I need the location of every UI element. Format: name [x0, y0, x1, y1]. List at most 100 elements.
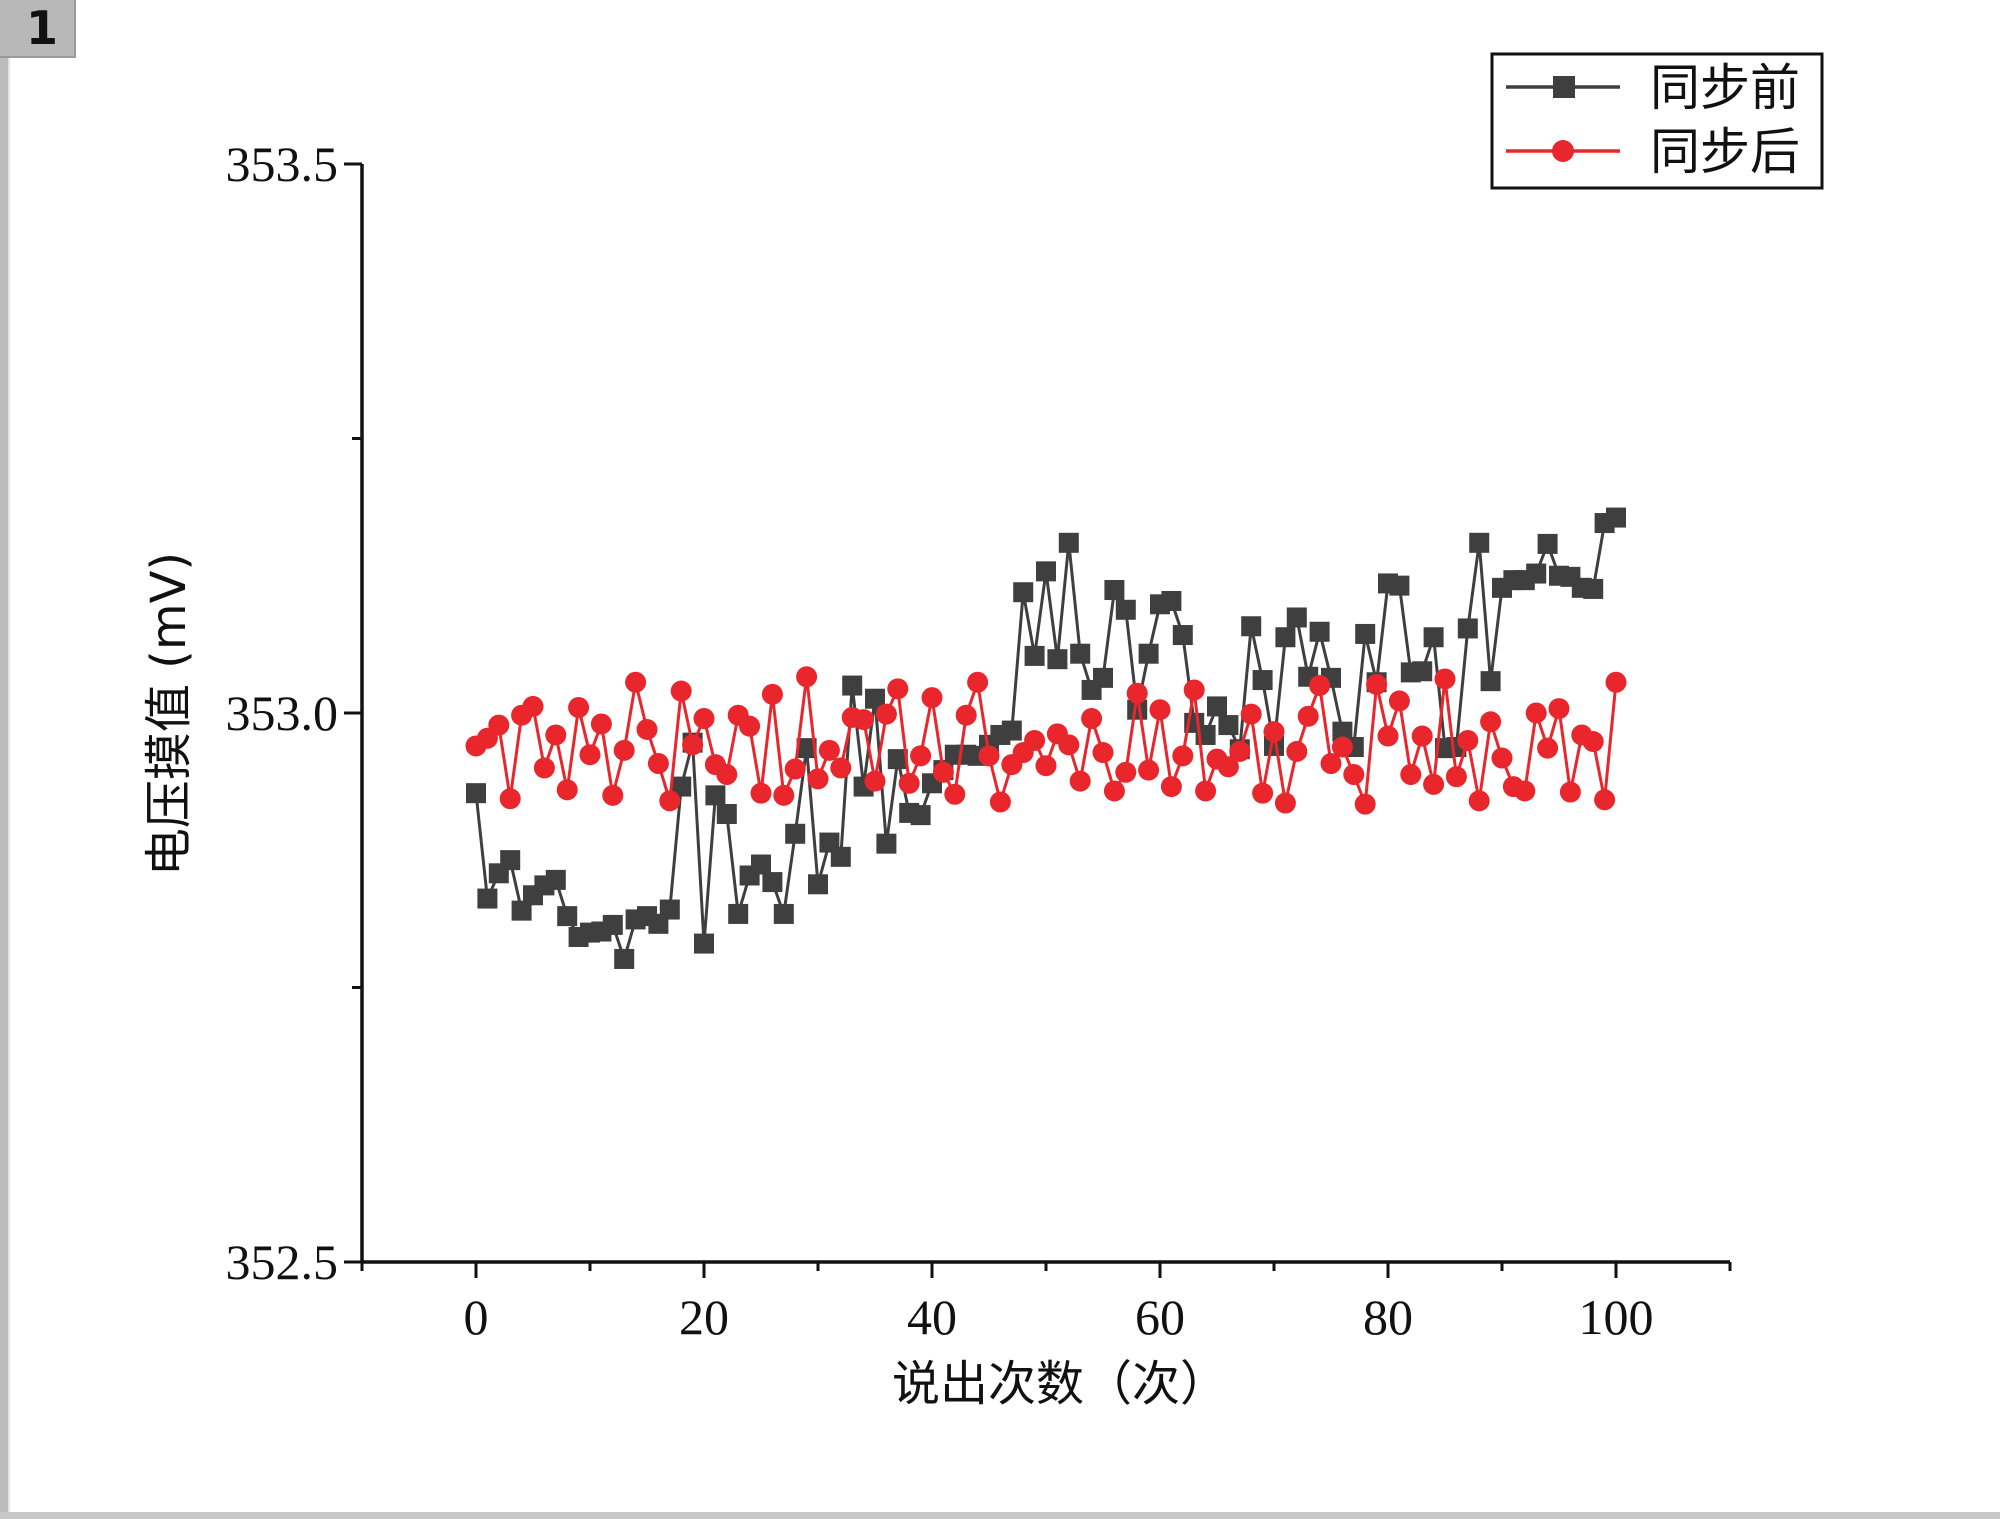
y-axis-title: 电压摸值 (mV) [141, 552, 197, 876]
data-point-square [785, 823, 806, 844]
data-point-circle [625, 671, 647, 693]
data-point-square [1138, 643, 1159, 664]
data-point-circle [978, 745, 1000, 767]
data-point-square [1161, 591, 1182, 612]
data-point-square [830, 846, 851, 867]
data-point-square [477, 888, 498, 909]
data-point-square [910, 805, 931, 826]
data-point-circle [1354, 793, 1376, 815]
data-point-square [1389, 575, 1410, 596]
data-point-square [796, 738, 817, 759]
data-point-square [1457, 618, 1478, 639]
data-point-circle [967, 671, 989, 693]
data-point-circle [807, 768, 829, 790]
data-point-square [1104, 580, 1125, 601]
data-point-circle [784, 758, 806, 780]
data-point-circle [568, 697, 590, 719]
data-point-circle [955, 704, 977, 726]
data-point-square [500, 850, 521, 871]
data-point-circle [522, 695, 544, 717]
data-point-square [865, 688, 885, 709]
data-point-circle [602, 784, 624, 806]
data-point-circle [499, 788, 521, 810]
data-point-square [1207, 696, 1227, 717]
legend-label-1: 同步前 [1650, 59, 1800, 117]
data-point-circle [1594, 789, 1616, 811]
data-point-square [1309, 621, 1330, 642]
data-point-circle [1423, 773, 1445, 795]
data-point-square [716, 804, 737, 825]
data-point-circle [556, 779, 578, 801]
data-point-circle [1445, 766, 1467, 788]
data-point-circle [1491, 747, 1513, 769]
data-point-circle [1331, 736, 1353, 758]
data-point-circle [1183, 679, 1205, 701]
data-point-circle [533, 757, 555, 779]
x-tick-label: 0 [464, 1289, 489, 1345]
data-point-circle [590, 713, 612, 735]
legend-label-2: 同步后 [1650, 123, 1800, 181]
y-tick-label: 353.0 [226, 685, 339, 741]
data-point-square [659, 899, 680, 920]
data-point-circle [818, 739, 840, 761]
data-point-circle [1411, 725, 1433, 747]
data-point-square [1537, 533, 1558, 554]
data-point-circle [659, 790, 681, 812]
data-point-circle [796, 666, 818, 688]
data-point-square [1013, 582, 1034, 603]
y-tick-label: 353.5 [226, 136, 339, 192]
data-point-square [1058, 532, 1079, 553]
data-point-circle [1320, 753, 1342, 775]
data-point-circle [1377, 725, 1399, 747]
data-point-circle [1582, 731, 1604, 753]
data-point-circle [864, 770, 886, 792]
series-2 [465, 666, 1627, 815]
data-point-square [1252, 670, 1273, 691]
data-point-circle [1069, 770, 1091, 792]
data-point-square [1024, 645, 1045, 666]
data-point-circle [1525, 702, 1547, 724]
data-point-circle [1366, 673, 1388, 695]
data-point-square [1286, 607, 1307, 628]
data-point-square [1423, 627, 1444, 648]
data-point-square [808, 874, 828, 895]
data-point-circle [1263, 721, 1285, 743]
data-point-circle [1388, 690, 1410, 712]
data-point-circle [944, 783, 966, 805]
data-point-circle [1195, 780, 1217, 802]
data-point-circle [1172, 745, 1194, 767]
data-point-square [1172, 625, 1193, 646]
data-point-circle [1126, 682, 1148, 704]
data-point-circle [1548, 698, 1570, 720]
x-tick-label: 80 [1363, 1289, 1413, 1345]
data-point-circle [1468, 790, 1490, 812]
data-point-circle [716, 763, 738, 785]
data-point-circle [682, 734, 704, 756]
data-point-circle [613, 739, 635, 761]
data-point-circle [910, 745, 932, 767]
page-number-badge[interactable]: 1 [0, 0, 76, 58]
data-point-square [1001, 720, 1022, 741]
legend-marker-circle [1552, 140, 1574, 162]
data-point-circle [761, 683, 783, 705]
data-point-circle [1138, 759, 1160, 781]
data-point-circle [1240, 703, 1262, 725]
data-point-square [602, 914, 623, 935]
data-point-circle [1035, 755, 1057, 777]
data-point-square [1275, 627, 1296, 648]
data-point-circle [1343, 763, 1365, 785]
data-point-square [1093, 667, 1113, 688]
data-point-square [671, 776, 692, 797]
data-point-square [466, 783, 486, 804]
data-point-circle [1103, 780, 1125, 802]
data-point-circle [773, 784, 795, 806]
data-point-circle [1480, 711, 1502, 733]
data-point-square [614, 948, 635, 969]
data-point-circle [1058, 734, 1080, 756]
x-tick-label: 40 [907, 1289, 957, 1345]
data-point-circle [1400, 763, 1422, 785]
data-point-circle [1537, 737, 1559, 759]
data-point-circle [1297, 705, 1319, 727]
